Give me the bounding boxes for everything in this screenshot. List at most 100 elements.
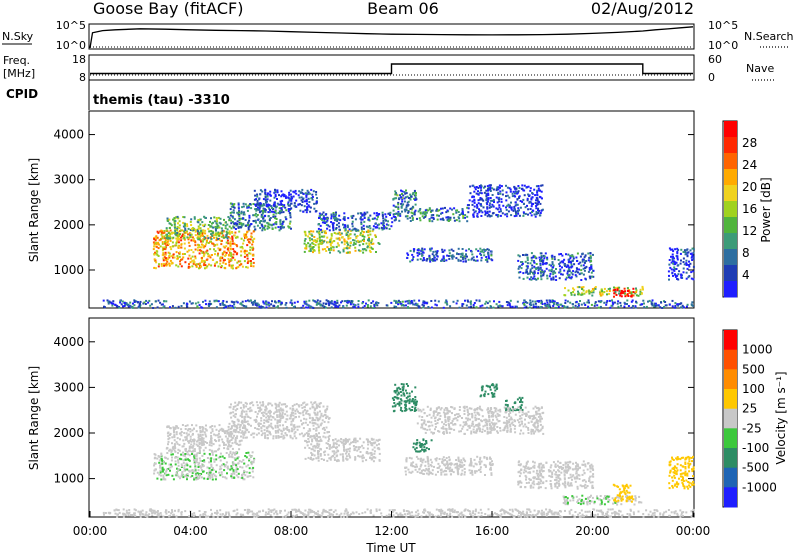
range-cell: [461, 303, 464, 306]
range-cell: [216, 220, 218, 223]
range-cell: [529, 268, 532, 271]
range-cell: [397, 206, 400, 209]
range-cell: [204, 441, 207, 443]
range-cell: [304, 232, 307, 235]
noise-left-tick-top: 10^5: [56, 19, 86, 32]
range-cell: [582, 289, 585, 292]
range-cell: [291, 304, 294, 306]
range-cell: [448, 249, 451, 252]
range-cell: [228, 264, 231, 267]
range-cell: [129, 304, 132, 307]
range-cell: [551, 257, 554, 260]
range-cell: [627, 305, 630, 307]
range-cell: [184, 436, 187, 439]
range-cell: [199, 232, 202, 234]
range-cell: [526, 262, 529, 265]
range-cell: [346, 247, 349, 250]
range-cell: [230, 455, 233, 458]
range-cell: [307, 197, 310, 200]
range-cell: [293, 428, 296, 431]
range-cell: [267, 192, 269, 195]
range-cell: [305, 418, 308, 421]
range-cell: [160, 454, 163, 457]
range-cell: [256, 206, 259, 209]
range-cell: [306, 208, 309, 211]
range-cell: [242, 431, 245, 434]
range-cell: [235, 424, 238, 427]
range-cell: [405, 208, 408, 211]
range-cell: [259, 221, 261, 224]
range-cell: [202, 464, 205, 467]
range-cell: [394, 193, 397, 196]
range-cell: [344, 443, 346, 445]
range-cell: [174, 306, 177, 309]
range-cell: [682, 257, 685, 260]
range-cell: [244, 233, 247, 236]
range-cell: [372, 228, 375, 231]
range-cell: [175, 242, 178, 245]
range-cell: [271, 228, 274, 230]
range-cell: [304, 238, 307, 240]
range-cell: [304, 421, 307, 424]
range-cell: [540, 256, 543, 259]
range-cell: [526, 253, 529, 256]
range-cell: [626, 293, 629, 296]
range-cell: [195, 457, 198, 460]
range-cell: [592, 289, 595, 292]
range-cell: [194, 257, 197, 260]
range-cell: [397, 299, 400, 302]
range-cell: [191, 453, 193, 455]
range-cell: [290, 207, 293, 210]
range-cell: [384, 218, 387, 221]
range-cell: [403, 208, 406, 211]
range-cell: [179, 229, 182, 232]
range-cell: [177, 452, 179, 454]
range-cell: [534, 300, 537, 303]
range-cell: [180, 305, 183, 307]
range-cell: [241, 300, 244, 303]
range-cell: [440, 259, 443, 262]
range-cell: [189, 430, 192, 433]
range-cell: [203, 238, 206, 241]
range-cell: [357, 454, 360, 457]
range-cell: [232, 451, 235, 454]
range-cell: [248, 216, 251, 219]
range-cell: [347, 243, 349, 246]
range-cell: [233, 303, 236, 306]
range-cell: [470, 300, 472, 303]
range-cell: [250, 455, 252, 458]
range-cell: [209, 441, 211, 444]
range-cell: [399, 194, 402, 197]
range-cell: [538, 195, 541, 198]
range-cell: [327, 421, 330, 424]
range-cell: [343, 219, 346, 221]
range-cell: [630, 292, 633, 295]
range-cell: [346, 458, 349, 461]
range-cell: [395, 193, 398, 196]
range-cell: [202, 264, 205, 267]
range-cell: [324, 413, 327, 416]
range-cell: [692, 265, 695, 268]
range-cell: [138, 304, 141, 307]
range-cell: [262, 403, 265, 406]
range-cell: [445, 299, 448, 302]
range-cell: [588, 301, 590, 304]
range-cell: [172, 218, 175, 221]
range-cell: [223, 469, 226, 472]
range-cell: [343, 226, 345, 229]
range-cell: [220, 471, 223, 474]
range-cell: [176, 215, 179, 218]
range-cell: [237, 472, 240, 475]
range-cell: [473, 190, 476, 193]
range-cell: [566, 270, 569, 273]
range-cell: [539, 202, 542, 205]
colorbar-tick-label: 12: [742, 224, 757, 238]
range-cell: [187, 257, 190, 260]
range-cell: [189, 220, 192, 223]
range-cell: [198, 238, 201, 241]
range-cell: [311, 248, 314, 251]
range-cell: [169, 236, 172, 239]
range-cell: [161, 242, 164, 245]
range-cell: [495, 207, 498, 210]
range-cell: [582, 258, 585, 261]
